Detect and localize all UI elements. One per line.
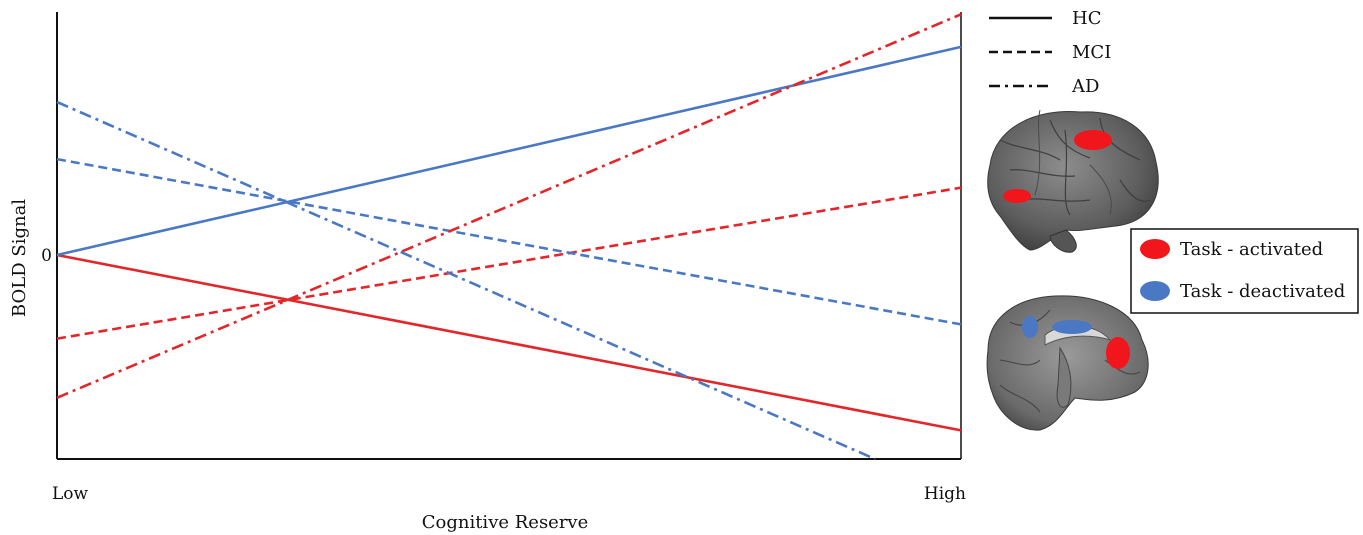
legend-label-activated: Task - activated <box>1180 239 1323 260</box>
series-layer <box>56 13 962 461</box>
x-axis-label: Cognitive Reserve <box>422 512 589 533</box>
y-tick-label-zero: 0 <box>41 246 52 266</box>
legend-label-hc: HC <box>1072 8 1101 29</box>
legend-swatch-deactivated <box>1140 281 1170 301</box>
series-line-hc-deactivated <box>56 45 962 257</box>
line-style-legend: HC MCI AD <box>989 8 1111 97</box>
activation-blob-frontal <box>1074 130 1112 150</box>
deactivation-blob-cingulate <box>1052 320 1092 334</box>
color-legend: Task - activated Task - deactivated <box>1130 228 1359 314</box>
series-line-ad-activated <box>56 13 962 399</box>
axes <box>56 12 962 460</box>
medial-brain-icon <box>986 295 1149 431</box>
series-line-ad-deactivated <box>56 100 876 461</box>
color-legend-box <box>1130 228 1359 314</box>
legend-swatch-activated <box>1140 239 1170 259</box>
lateral-brain-icon <box>987 109 1159 253</box>
y-axis-label: BOLD Signal <box>9 199 30 317</box>
legend-label-mci: MCI <box>1072 42 1111 63</box>
legend-label-deactivated: Task - deactivated <box>1180 281 1345 302</box>
activation-blob-medial-prefrontal <box>1106 337 1130 369</box>
series-line-mci-activated <box>56 186 962 340</box>
x-tick-label-low: Low <box>52 484 89 504</box>
series-line-hc-activated <box>56 253 962 432</box>
legend-label-ad: AD <box>1071 76 1099 97</box>
deactivation-blob-precuneus <box>1022 316 1038 338</box>
x-tick-label-high: High <box>924 484 966 504</box>
activation-blob-temporal <box>1003 189 1031 203</box>
